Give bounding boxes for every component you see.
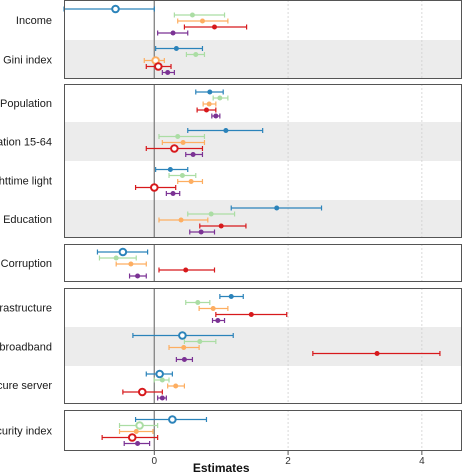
- estimate-point: [223, 128, 229, 133]
- estimate-point: [248, 312, 254, 317]
- estimate-point: [137, 387, 147, 397]
- estimate-point: [155, 369, 164, 379]
- estimate-point: [170, 144, 179, 153]
- row-label: curity index: [0, 426, 52, 438]
- estimate-point: [180, 140, 186, 145]
- estimate-point: [178, 217, 184, 223]
- estimate-point: [210, 306, 216, 311]
- estimate-point: [170, 191, 176, 196]
- estimate-point: [217, 95, 223, 101]
- estimate-point: [167, 167, 173, 172]
- estimate-point: [195, 300, 201, 305]
- estimate-point: [154, 62, 163, 71]
- estimate-point: [150, 183, 159, 192]
- estimate-point: [181, 345, 187, 350]
- estimate-point: [128, 261, 134, 267]
- estimate-point: [212, 24, 218, 30]
- estimate-point: [165, 70, 171, 75]
- estimate-point: [190, 152, 196, 157]
- estimate-point: [133, 429, 139, 434]
- estimate-point: [135, 273, 141, 279]
- estimate-point: [198, 229, 204, 235]
- estimate-point: [181, 357, 187, 362]
- estimate-point: [213, 113, 219, 119]
- estimate-point: [218, 223, 224, 229]
- estimate-point: [374, 351, 380, 356]
- row-label: frastructure: [0, 303, 52, 315]
- x-tick-label: 2: [285, 456, 291, 467]
- estimate-point: [188, 179, 194, 184]
- estimate-point: [170, 30, 176, 36]
- row-label: Gini index: [3, 55, 52, 67]
- estimate-point: [135, 441, 141, 446]
- estimate-point: [168, 415, 177, 424]
- estimate-point: [215, 318, 221, 323]
- estimate-point: [179, 173, 185, 178]
- x-axis-title: Estimates: [193, 461, 250, 474]
- estimate-point: [206, 101, 212, 107]
- estimate-point: [183, 267, 189, 273]
- estimate-point: [113, 255, 119, 261]
- estimate-point: [118, 247, 128, 257]
- estimate-point: [178, 331, 187, 340]
- x-tick-label: 0: [152, 456, 158, 467]
- estimate-point: [203, 107, 209, 113]
- estimate-point: [175, 134, 181, 139]
- row-label: lbroadband: [0, 342, 52, 354]
- estimate-point: [228, 294, 234, 299]
- row-shading: [64, 327, 462, 366]
- row-shading: [64, 122, 462, 161]
- estimate-point: [189, 12, 195, 18]
- estimate-point: [135, 421, 144, 430]
- estimate-point: [159, 395, 165, 401]
- estimate-point: [207, 89, 213, 95]
- panel-border: [64, 0, 462, 79]
- estimate-point: [274, 205, 280, 211]
- estimate-point: [173, 46, 179, 51]
- panel-border: [64, 410, 462, 451]
- row-label: Population: [0, 98, 52, 110]
- estimate-point: [199, 18, 205, 24]
- estimate-point: [208, 211, 214, 217]
- row-label: Income: [16, 15, 52, 27]
- x-tick-label: 4: [419, 456, 425, 467]
- estimate-point: [197, 339, 203, 344]
- estimate-point: [173, 383, 179, 389]
- row-label: httime light: [0, 176, 52, 188]
- panel-border: [64, 84, 462, 238]
- row-shading: [64, 40, 462, 79]
- estimate-point: [159, 377, 165, 383]
- panel-border: [64, 288, 462, 404]
- estimate-point: [193, 52, 199, 57]
- row-label: cure server: [0, 380, 52, 392]
- estimate-point: [127, 433, 137, 442]
- row-label: Corruption: [1, 258, 52, 270]
- row-shading: [64, 200, 462, 238]
- row-label: ation 15-64: [0, 137, 52, 149]
- panel-border: [64, 244, 462, 282]
- panel-background: [64, 410, 462, 451]
- estimate-point: [111, 4, 120, 14]
- row-label: Education: [3, 214, 52, 226]
